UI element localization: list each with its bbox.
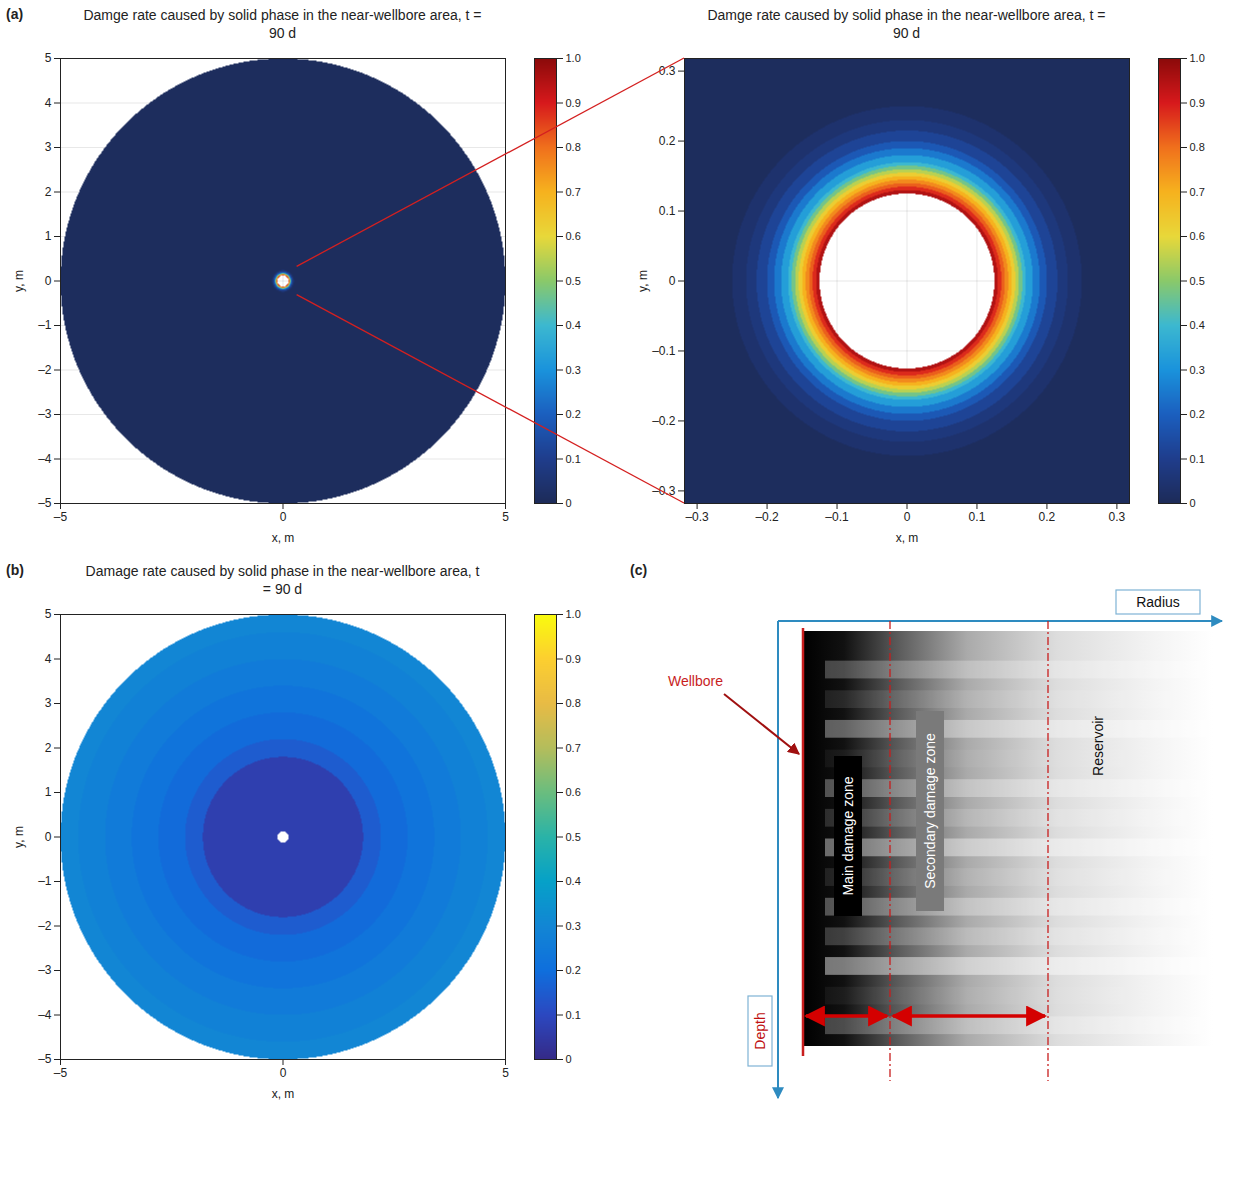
svg-text:0.1: 0.1 <box>566 453 581 465</box>
svg-text:x, m: x, m <box>272 1087 295 1101</box>
svg-text:–1: –1 <box>38 874 52 888</box>
svg-text:0.7: 0.7 <box>566 742 581 754</box>
svg-text:1.0: 1.0 <box>1190 52 1205 64</box>
svg-text:y, m: y, m <box>12 826 26 848</box>
svg-text:0.4: 0.4 <box>566 319 581 331</box>
svg-text:–5: –5 <box>54 510 68 524</box>
svg-text:0: 0 <box>566 497 572 509</box>
svg-text:Secondary damage zone: Secondary damage zone <box>922 733 938 889</box>
svg-text:0.4: 0.4 <box>1190 319 1205 331</box>
svg-text:–4: –4 <box>38 1008 52 1022</box>
svg-text:0.9: 0.9 <box>566 97 581 109</box>
svg-text:x, m: x, m <box>896 531 919 545</box>
svg-text:–4: –4 <box>38 452 52 466</box>
svg-text:2: 2 <box>45 185 52 199</box>
svg-text:y, m: y, m <box>636 270 650 292</box>
svg-text:0.1: 0.1 <box>969 510 986 524</box>
svg-text:Wellbore: Wellbore <box>668 673 723 689</box>
svg-text:0.8: 0.8 <box>566 697 581 709</box>
svg-text:0.6: 0.6 <box>566 786 581 798</box>
svg-text:0.9: 0.9 <box>1190 97 1205 109</box>
svg-text:–2: –2 <box>38 919 52 933</box>
svg-text:5: 5 <box>45 51 52 65</box>
html-text:(b): (b) <box>6 562 24 578</box>
svg-text:5: 5 <box>502 1066 509 1080</box>
svg-text:3: 3 <box>45 696 52 710</box>
svg-text:0.2: 0.2 <box>659 134 676 148</box>
svg-text:4: 4 <box>45 96 52 110</box>
svg-text:0: 0 <box>904 510 911 524</box>
svg-text:0.2: 0.2 <box>1190 408 1205 420</box>
svg-text:3: 3 <box>45 140 52 154</box>
svg-text:0.7: 0.7 <box>1190 186 1205 198</box>
svg-text:1: 1 <box>45 229 52 243</box>
html-text:Damge rate caused by solid pha: Damge rate caused by solid phase in the … <box>83 7 482 41</box>
svg-text:0.5: 0.5 <box>1190 275 1205 287</box>
svg-text:–3: –3 <box>38 407 52 421</box>
svg-text:0: 0 <box>45 274 52 288</box>
svg-text:0.4: 0.4 <box>566 875 581 887</box>
svg-text:0.3: 0.3 <box>659 64 676 78</box>
svg-text:0: 0 <box>1190 497 1196 509</box>
svg-text:2: 2 <box>45 741 52 755</box>
svg-text:0: 0 <box>669 274 676 288</box>
svg-text:1: 1 <box>45 785 52 799</box>
svg-text:0.8: 0.8 <box>566 141 581 153</box>
html-text:(a): (a) <box>6 6 24 22</box>
svg-text:0.7: 0.7 <box>566 186 581 198</box>
svg-text:0.3: 0.3 <box>566 920 581 932</box>
svg-text:–5: –5 <box>38 496 52 510</box>
svg-text:Reservoir: Reservoir <box>1090 716 1106 776</box>
svg-text:–0.2: –0.2 <box>652 414 676 428</box>
svg-text:–2: –2 <box>38 363 52 377</box>
svg-text:0.8: 0.8 <box>1190 141 1205 153</box>
svg-text:–1: –1 <box>38 318 52 332</box>
svg-text:0.3: 0.3 <box>1109 510 1126 524</box>
svg-text:0.5: 0.5 <box>566 275 581 287</box>
svg-text:Radius: Radius <box>1136 594 1180 610</box>
svg-text:0.9: 0.9 <box>566 653 581 665</box>
svg-text:Depth: Depth <box>752 1012 768 1049</box>
svg-text:0: 0 <box>280 510 287 524</box>
svg-text:–3: –3 <box>38 963 52 977</box>
svg-text:–0.1: –0.1 <box>825 510 849 524</box>
html-text:(c): (c) <box>630 562 648 578</box>
html-text:Damage rate caused by solid ph: Damage rate caused by solid phase in the… <box>85 563 480 597</box>
svg-text:–0.2: –0.2 <box>755 510 779 524</box>
svg-text:0.1: 0.1 <box>566 1009 581 1021</box>
svg-text:–5: –5 <box>38 1052 52 1066</box>
svg-text:0.2: 0.2 <box>566 408 581 420</box>
svg-text:0.3: 0.3 <box>1190 364 1205 376</box>
svg-text:0.1: 0.1 <box>1190 453 1205 465</box>
svg-text:Main damage zone: Main damage zone <box>840 776 856 895</box>
svg-text:–0.3: –0.3 <box>652 484 676 498</box>
svg-text:0.2: 0.2 <box>566 964 581 976</box>
svg-text:0: 0 <box>45 830 52 844</box>
svg-text:5: 5 <box>502 510 509 524</box>
svg-text:0.6: 0.6 <box>1190 230 1205 242</box>
svg-text:y, m: y, m <box>12 270 26 292</box>
svg-text:0: 0 <box>280 1066 287 1080</box>
svg-text:0.2: 0.2 <box>1039 510 1056 524</box>
svg-text:4: 4 <box>45 652 52 666</box>
svg-text:–0.3: –0.3 <box>685 510 709 524</box>
svg-text:0.1: 0.1 <box>659 204 676 218</box>
svg-text:1.0: 1.0 <box>566 608 581 620</box>
svg-text:0.5: 0.5 <box>566 831 581 843</box>
svg-text:–5: –5 <box>54 1066 68 1080</box>
svg-text:5: 5 <box>45 607 52 621</box>
svg-text:–0.1: –0.1 <box>652 344 676 358</box>
svg-text:0: 0 <box>566 1053 572 1065</box>
svg-text:x, m: x, m <box>272 531 295 545</box>
svg-text:0.3: 0.3 <box>566 364 581 376</box>
svg-text:1.0: 1.0 <box>566 52 581 64</box>
html-text:Damge rate caused by solid pha: Damge rate caused by solid phase in the … <box>707 7 1106 41</box>
svg-text:0.6: 0.6 <box>566 230 581 242</box>
